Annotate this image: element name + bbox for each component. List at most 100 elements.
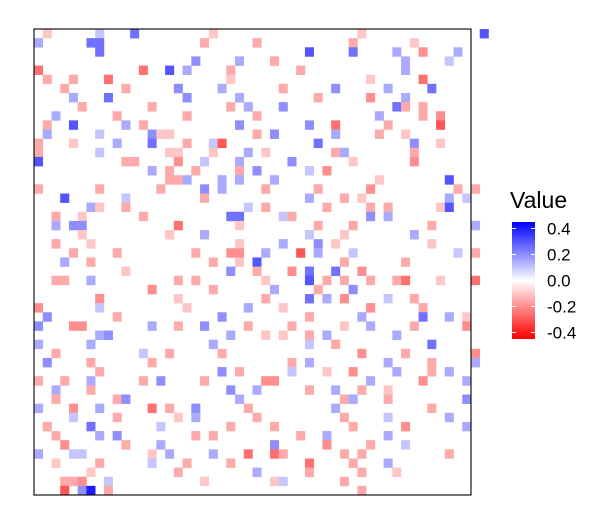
heatmap-cell (51, 239, 61, 249)
heatmap-cell (121, 266, 131, 277)
heatmap-cell (383, 211, 393, 222)
heatmap-cell (304, 385, 314, 395)
heatmap-cell (366, 303, 376, 313)
heatmap-cell (34, 65, 44, 75)
heatmap-cell (313, 138, 323, 149)
heatmap-cell (479, 29, 489, 39)
heatmap-cell (357, 266, 367, 277)
heatmap-cell (322, 293, 332, 304)
heatmap-cell (165, 175, 175, 185)
heatmap-cell (235, 175, 245, 185)
heatmap-cell (409, 156, 419, 167)
heatmap-cell (77, 230, 87, 240)
heatmap-cell (383, 431, 393, 441)
heatmap-cell (51, 275, 61, 286)
heatmap-cell (322, 330, 332, 340)
heatmap-cell (418, 376, 428, 386)
heatmap-cell (86, 385, 96, 395)
heatmap-cell (182, 65, 192, 75)
heatmap-cell (34, 184, 44, 194)
heatmap-cell (304, 230, 314, 240)
legend-tick-label: -0.2 (547, 298, 576, 317)
heatmap-cell (42, 421, 52, 432)
heatmap-cell (409, 138, 419, 149)
heatmap-cell (313, 284, 323, 295)
heatmap-cell (191, 412, 201, 423)
heatmap-cell (348, 421, 358, 432)
heatmap-cell (444, 367, 454, 377)
heatmap-cell (95, 29, 105, 39)
heatmap-cell (121, 193, 131, 203)
heatmap-cell (392, 467, 402, 478)
heatmap-cell (418, 102, 428, 112)
heatmap-cell (86, 467, 96, 478)
heatmap-cell (278, 239, 288, 249)
heatmap-cell (471, 184, 481, 194)
heatmap-cell (51, 458, 61, 468)
heatmap-cell (51, 211, 61, 222)
heatmap-cell (95, 458, 105, 468)
heatmap-cell (278, 330, 288, 340)
heatmap-cell (147, 357, 157, 368)
heatmap-cell (401, 440, 411, 450)
heatmap-cell (182, 303, 192, 313)
heatmap-cell (147, 129, 157, 139)
heatmap-cell (357, 29, 367, 39)
heatmap-cell (147, 449, 157, 459)
heatmap-cell (436, 120, 446, 130)
heatmap-cell (208, 138, 218, 149)
heatmap-cell (112, 138, 122, 149)
heatmap-cell (103, 74, 113, 85)
heatmap-cells (34, 29, 489, 496)
heatmap-cell (95, 147, 105, 158)
heatmap-cell (208, 339, 218, 350)
heatmap-cell (261, 275, 271, 286)
panel-border (33, 28, 472, 496)
heatmap-cell (200, 376, 210, 386)
heatmap-cell (401, 421, 411, 432)
heatmap-cell (348, 284, 358, 295)
heatmap-cell (34, 303, 44, 313)
heatmap-cell (226, 74, 236, 85)
heatmap-cell (138, 65, 148, 75)
heatmap-cell (68, 120, 78, 130)
heatmap-cell (95, 184, 105, 194)
heatmap-cell (401, 257, 411, 267)
heatmap-cell (68, 403, 78, 414)
heatmap-cell (304, 330, 314, 340)
heatmap-cell (304, 312, 314, 322)
heatmap-cell (252, 385, 262, 395)
heatmap-cell (95, 367, 105, 377)
heatmap-cell (130, 29, 140, 39)
heatmap-cell (278, 476, 288, 487)
heatmap-cell (427, 83, 437, 94)
legend-ticks: 0.4 0.2 0.0 -0.2 -0.4 (512, 220, 576, 343)
heatmap-cell (68, 476, 78, 487)
heatmap-cell (147, 458, 157, 468)
heatmap-cell (112, 394, 122, 404)
heatmap-cell (331, 339, 341, 350)
heatmap-cell (269, 129, 280, 139)
heatmap-cell (86, 202, 96, 213)
heatmap-cell (462, 321, 472, 331)
heatmap-cell (226, 330, 236, 340)
heatmap-cell (235, 248, 245, 258)
heatmap-cell (331, 129, 341, 139)
heatmap-cell (191, 275, 201, 286)
heatmap-cell (34, 449, 44, 459)
heatmap-cell (200, 476, 210, 487)
heatmap-cell (278, 211, 288, 222)
heatmap-cell (348, 38, 358, 48)
heatmap-cell (357, 485, 367, 496)
heatmap-cell (103, 92, 113, 103)
heatmap-cell (331, 385, 341, 395)
heatmap-cell (252, 266, 262, 277)
heatmap-cell (156, 440, 166, 450)
legend-tick-label: 0.0 (547, 272, 571, 291)
heatmap-cell (191, 166, 201, 176)
heatmap-cell (339, 449, 349, 459)
heatmap-cell (68, 321, 78, 331)
heatmap-cell (304, 467, 314, 478)
heatmap-cell (322, 367, 332, 377)
heatmap-cell (444, 56, 454, 66)
